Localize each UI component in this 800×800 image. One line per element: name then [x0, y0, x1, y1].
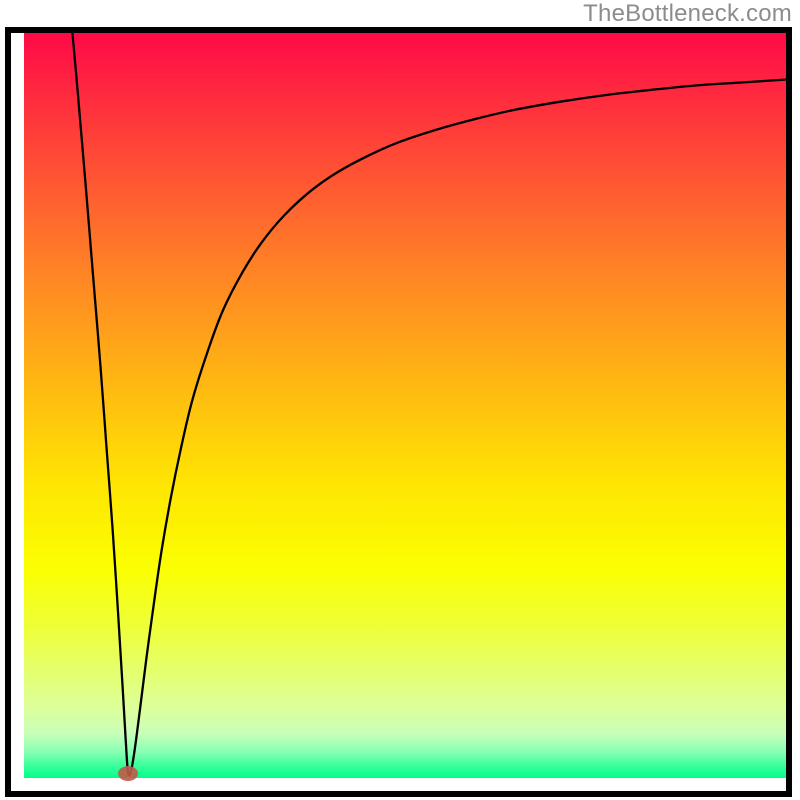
- bottleneck-chart: [0, 0, 800, 800]
- watermark-text: TheBottleneck.com: [583, 0, 792, 28]
- gradient-background: [24, 30, 789, 778]
- optimal-point-marker: [118, 766, 138, 781]
- chart-container: TheBottleneck.com: [0, 0, 800, 800]
